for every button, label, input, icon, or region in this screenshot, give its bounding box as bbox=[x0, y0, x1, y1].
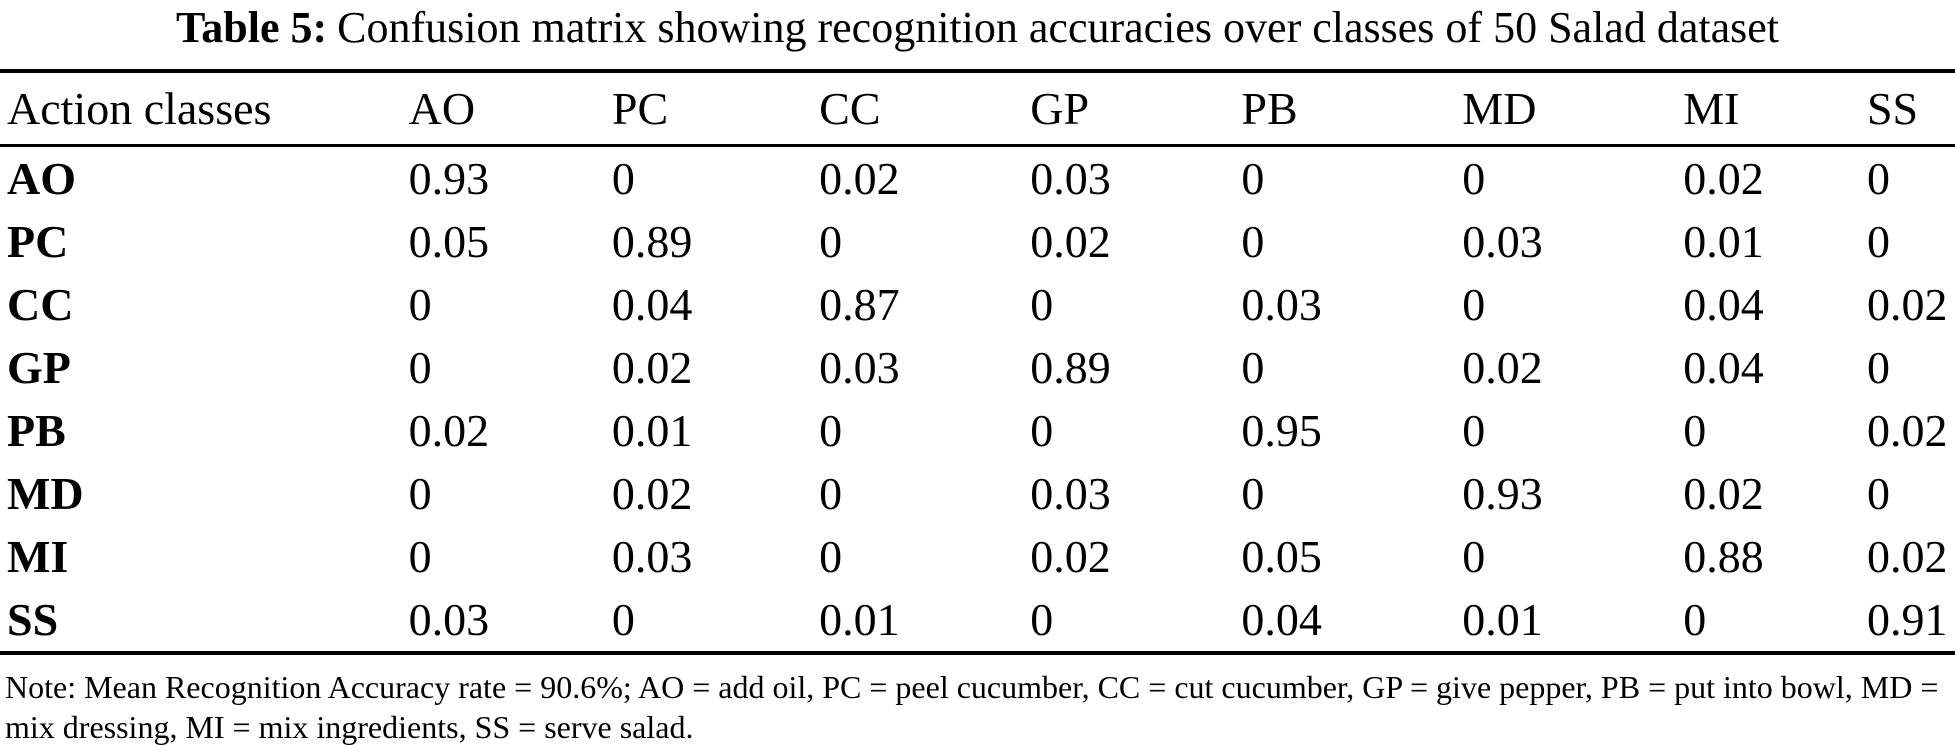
matrix-cell-pb-ss: 0.02 bbox=[1866, 405, 1948, 456]
matrix-cell-ss-gp: 0 bbox=[1030, 594, 1054, 645]
column-header-ss: SS bbox=[1866, 71, 1955, 147]
matrix-cell-gp-pb: 0 bbox=[1241, 342, 1265, 393]
matrix-cell-pb-ao: 0.02 bbox=[408, 405, 490, 456]
matrix-cell-ao-cc: 0.02 bbox=[819, 153, 900, 204]
matrix-cell-mi-pc: 0.03 bbox=[611, 531, 693, 582]
matrix-cell-cc-cc: 0.87 bbox=[819, 279, 900, 330]
matrix-cell-mi-md: 0 bbox=[1462, 531, 1486, 582]
confusion-matrix-table: Action classes AO PC CC GP PB MD MI SS AO 0.93 0 0… bbox=[0, 69, 1955, 655]
matrix-cell-ss-pc: 0 bbox=[611, 594, 635, 645]
matrix-cell-ss-mi: 0 bbox=[1683, 594, 1707, 645]
matrix-cell-ao-mi: 0.02 bbox=[1683, 153, 1764, 204]
row-label-cc: CC bbox=[7, 279, 74, 330]
matrix-cell-mi-mi: 0.88 bbox=[1683, 531, 1764, 582]
table-note-text: Note: Mean Recognition Accuracy rate = 9… bbox=[5, 669, 1939, 745]
row-label-pc: PC bbox=[7, 216, 69, 267]
matrix-cell-cc-ao: 0 bbox=[408, 279, 432, 330]
matrix-cell-ao-pc: 0 bbox=[611, 153, 635, 204]
matrix-cell-ss-md: 0.01 bbox=[1462, 594, 1543, 645]
table-caption-text: Confusion matrix showing recognition acc… bbox=[337, 3, 1779, 52]
matrix-row-md: MD 0 0.02 0 0.03 0 0.93 0.02 0 bbox=[0, 462, 1955, 525]
matrix-cell-ao-ss: 0 bbox=[1866, 153, 1890, 204]
matrix-cell-pc-pc: 0.89 bbox=[611, 216, 693, 267]
matrix-cell-pc-ss: 0 bbox=[1866, 216, 1890, 267]
matrix-cell-pb-mi: 0 bbox=[1683, 405, 1707, 456]
matrix-cell-pb-pb: 0.95 bbox=[1241, 405, 1322, 456]
matrix-cell-md-ao: 0 bbox=[408, 468, 432, 519]
matrix-body: AO 0.93 0 0.02 0.03 0 0 0.02 0 PC 0.05 0.89 0 0.02 0 0.… bbox=[0, 146, 1955, 654]
matrix-cell-ao-md: 0 bbox=[1462, 153, 1486, 204]
matrix-cell-pc-mi: 0.01 bbox=[1683, 216, 1764, 267]
matrix-cell-cc-ss: 0.02 bbox=[1866, 279, 1948, 330]
matrix-row-ao: AO 0.93 0 0.02 0.03 0 0 0.02 0 bbox=[0, 146, 1955, 211]
matrix-row-ss: SS 0.03 0 0.01 0 0.04 0.01 0 0.91 bbox=[0, 588, 1955, 653]
row-label-ao: AO bbox=[7, 153, 76, 204]
matrix-cell-pc-ao: 0.05 bbox=[408, 216, 490, 267]
matrix-cell-mi-ss: 0.02 bbox=[1866, 531, 1948, 582]
matrix-row-mi: MI 0 0.03 0 0.02 0.05 0 0.88 0.02 bbox=[0, 525, 1955, 588]
matrix-cell-ss-cc: 0.01 bbox=[819, 594, 900, 645]
matrix-cell-cc-pb: 0.03 bbox=[1241, 279, 1322, 330]
column-header-mi: MI bbox=[1683, 71, 1867, 147]
matrix-cell-cc-gp: 0 bbox=[1030, 279, 1054, 330]
matrix-cell-md-pc: 0.02 bbox=[611, 468, 693, 519]
header-row: Action classes AO PC CC GP PB MD MI SS bbox=[0, 71, 1955, 147]
row-label-md: MD bbox=[7, 468, 84, 519]
matrix-cell-pc-pb: 0 bbox=[1241, 216, 1265, 267]
matrix-cell-ao-gp: 0.03 bbox=[1030, 153, 1111, 204]
matrix-cell-gp-ao: 0 bbox=[408, 342, 432, 393]
matrix-cell-gp-mi: 0.04 bbox=[1683, 342, 1764, 393]
column-header-pc: PC bbox=[611, 71, 820, 147]
matrix-cell-mi-ao: 0 bbox=[408, 531, 432, 582]
matrix-cell-md-ss: 0 bbox=[1866, 468, 1890, 519]
matrix-cell-mi-cc: 0 bbox=[819, 531, 843, 582]
matrix-cell-cc-pc: 0.04 bbox=[611, 279, 693, 330]
table-caption-label: Table 5: bbox=[175, 3, 328, 52]
column-header-action-classes: Action classes bbox=[0, 71, 409, 147]
matrix-cell-ao-pb: 0 bbox=[1241, 153, 1265, 204]
matrix-cell-pb-md: 0 bbox=[1462, 405, 1486, 456]
matrix-cell-ss-ss: 0.91 bbox=[1866, 594, 1948, 645]
matrix-cell-cc-mi: 0.04 bbox=[1683, 279, 1764, 330]
matrix-cell-md-mi: 0.02 bbox=[1683, 468, 1764, 519]
matrix-cell-md-cc: 0 bbox=[819, 468, 843, 519]
matrix-cell-pc-cc: 0 bbox=[819, 216, 843, 267]
row-label-pb: PB bbox=[7, 405, 66, 456]
table-note: Note: Mean Recognition Accuracy rate = 9… bbox=[0, 667, 1955, 745]
matrix-row-gp: GP 0 0.02 0.03 0.89 0 0.02 0.04 0 bbox=[0, 336, 1955, 399]
matrix-row-pb: PB 0.02 0.01 0 0 0.95 0 0 0.02 bbox=[0, 399, 1955, 462]
matrix-cell-md-md: 0.93 bbox=[1462, 468, 1543, 519]
row-label-ss: SS bbox=[7, 594, 59, 645]
matrix-cell-pb-gp: 0 bbox=[1030, 405, 1054, 456]
matrix-row-cc: CC 0 0.04 0.87 0 0.03 0 0.04 0.02 bbox=[0, 273, 1955, 336]
matrix-cell-ss-pb: 0.04 bbox=[1241, 594, 1322, 645]
column-header-ao: AO bbox=[408, 71, 612, 147]
table-caption: Table 5: Confusion matrix showing recogni… bbox=[0, 0, 1955, 54]
column-header-pb: PB bbox=[1241, 71, 1463, 147]
matrix-cell-ao-ao: 0.93 bbox=[408, 153, 490, 204]
column-header-md: MD bbox=[1462, 71, 1684, 147]
matrix-cell-mi-gp: 0.02 bbox=[1030, 531, 1111, 582]
row-label-mi: MI bbox=[7, 531, 69, 582]
matrix-cell-cc-md: 0 bbox=[1462, 279, 1486, 330]
matrix-row-pc: PC 0.05 0.89 0 0.02 0 0.03 0.01 0 bbox=[0, 210, 1955, 273]
matrix-cell-gp-ss: 0 bbox=[1866, 342, 1890, 393]
matrix-cell-pc-gp: 0.02 bbox=[1030, 216, 1111, 267]
matrix-cell-pb-pc: 0.01 bbox=[611, 405, 693, 456]
matrix-cell-pb-cc: 0 bbox=[819, 405, 843, 456]
matrix-cell-gp-cc: 0.03 bbox=[819, 342, 900, 393]
row-label-gp: GP bbox=[7, 342, 71, 393]
matrix-cell-md-gp: 0.03 bbox=[1030, 468, 1111, 519]
matrix-cell-pc-md: 0.03 bbox=[1462, 216, 1543, 267]
matrix-cell-gp-md: 0.02 bbox=[1462, 342, 1543, 393]
matrix-cell-gp-pc: 0.02 bbox=[611, 342, 693, 393]
matrix-cell-ss-ao: 0.03 bbox=[408, 594, 490, 645]
matrix-cell-gp-gp: 0.89 bbox=[1030, 342, 1111, 393]
matrix-cell-mi-pb: 0.05 bbox=[1241, 531, 1322, 582]
column-header-cc: CC bbox=[819, 71, 1031, 147]
column-header-gp: GP bbox=[1030, 71, 1242, 147]
matrix-cell-md-pb: 0 bbox=[1241, 468, 1265, 519]
